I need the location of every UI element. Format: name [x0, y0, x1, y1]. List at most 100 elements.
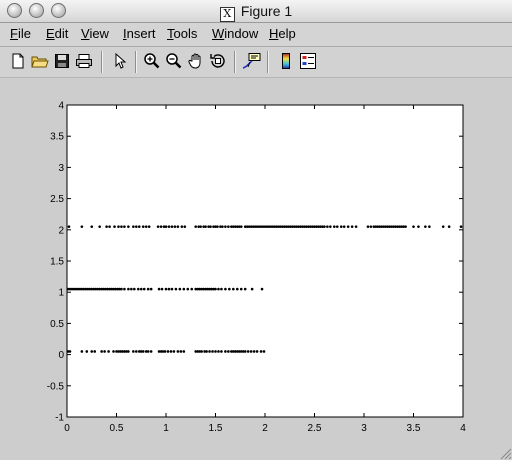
x-tick-label: 3 [361, 423, 367, 434]
rotate-3d-button[interactable] [208, 51, 228, 71]
menu-help[interactable]: Help [269, 26, 296, 41]
figure-canvas[interactable]: -1 -0.5 0 0.5 1 1.5 2 2.5 3 3.5 4 0 0.5 1 1.5 2 2.5 3 3.5… [0, 78, 512, 460]
data-point [404, 225, 407, 228]
data-point [234, 350, 237, 353]
menu-insert-mnemonic: I [123, 26, 127, 41]
close-window-button[interactable] [7, 3, 22, 18]
data-point [257, 225, 261, 228]
data-point [303, 225, 306, 228]
legend-icon [300, 53, 316, 69]
data-point [234, 225, 237, 228]
data-point [68, 350, 72, 353]
minimize-window-button[interactable] [29, 3, 44, 18]
zoom-in-button[interactable] [142, 51, 162, 71]
x-tick-label: 2.5 [308, 423, 322, 434]
data-point [210, 287, 213, 291]
data-point [235, 225, 239, 228]
data-point [209, 225, 212, 228]
y-tick-labels: -1 -0.5 0 0.5 1 1.5 2 2.5 3 3.5 4 [47, 101, 65, 424]
pan-button[interactable] [186, 51, 206, 71]
data-point [250, 287, 254, 291]
data-point [120, 287, 123, 291]
data-point [259, 225, 263, 228]
data-point [170, 287, 174, 291]
data-point [261, 225, 265, 228]
data-point [219, 225, 222, 228]
data-point [301, 225, 304, 228]
figure-toolbar [0, 47, 512, 78]
data-point [93, 350, 97, 353]
data-point [159, 225, 163, 228]
data-point [207, 225, 210, 228]
data-point [114, 287, 117, 291]
data-point [289, 225, 293, 228]
data-point [149, 350, 153, 353]
menu-view-mnemonic: V [81, 26, 90, 41]
data-point [135, 225, 138, 228]
window-title-bar: X Figure 1 [0, 0, 512, 23]
data-point [285, 225, 289, 228]
data-point [329, 225, 332, 228]
menu-insert[interactable]: Insert [123, 26, 156, 41]
menu-window[interactable]: Window [212, 26, 258, 41]
scatter-row [66, 287, 264, 291]
menu-file[interactable]: File [10, 26, 31, 41]
data-point [350, 225, 354, 228]
data-point [90, 225, 94, 228]
save-figure-button[interactable] [52, 51, 72, 71]
data-point [102, 287, 105, 291]
data-point [200, 287, 203, 291]
data-point [204, 287, 207, 291]
zoom-out-button[interactable] [164, 51, 184, 71]
zoom-window-button[interactable] [51, 3, 66, 18]
data-point [398, 225, 401, 228]
new-figure-button[interactable] [8, 51, 28, 71]
data-point [161, 350, 165, 353]
data-point [279, 225, 283, 228]
data-point [80, 225, 84, 228]
data-point [305, 225, 308, 228]
colorbar-icon [282, 53, 290, 69]
data-point [246, 350, 250, 353]
data-point [112, 287, 115, 291]
data-point [394, 225, 397, 228]
menu-tools[interactable]: Tools [167, 26, 197, 41]
data-point [120, 225, 123, 228]
data-point [198, 287, 201, 291]
data-point [372, 225, 376, 228]
x-tick-label: 1 [163, 423, 169, 434]
data-point [263, 225, 267, 228]
data-point [196, 350, 199, 353]
data-point [202, 225, 205, 228]
data-cursor-button[interactable] [242, 51, 262, 71]
menu-insert-label: nsert [126, 26, 156, 41]
data-point [295, 225, 298, 228]
menu-edit[interactable]: Edit [46, 26, 68, 41]
data-point [137, 225, 141, 228]
x-tick-label: 3.5 [407, 423, 421, 434]
data-point [224, 287, 227, 291]
toolbar-separator [135, 51, 137, 73]
scatter-points [66, 225, 463, 353]
data-point [178, 287, 182, 291]
toolbar-separator [234, 51, 236, 73]
data-point [459, 225, 463, 228]
data-point [220, 350, 223, 353]
data-point [180, 225, 184, 228]
data-point [174, 287, 178, 291]
axes-frame [66, 104, 464, 418]
edit-plot-button[interactable] [110, 51, 130, 71]
data-point [104, 287, 107, 291]
data-point [92, 287, 96, 291]
data-point [366, 225, 370, 228]
data-point [243, 225, 247, 228]
insert-legend-button[interactable] [298, 51, 318, 71]
menu-view[interactable]: View [81, 26, 109, 41]
data-point [98, 287, 101, 291]
resize-grip-icon[interactable] [498, 446, 512, 460]
data-point [232, 350, 235, 353]
insert-colorbar-button[interactable] [276, 51, 296, 71]
open-file-button[interactable] [30, 51, 50, 71]
menu-tools-label: ools [173, 26, 198, 41]
print-figure-button[interactable] [74, 51, 94, 71]
